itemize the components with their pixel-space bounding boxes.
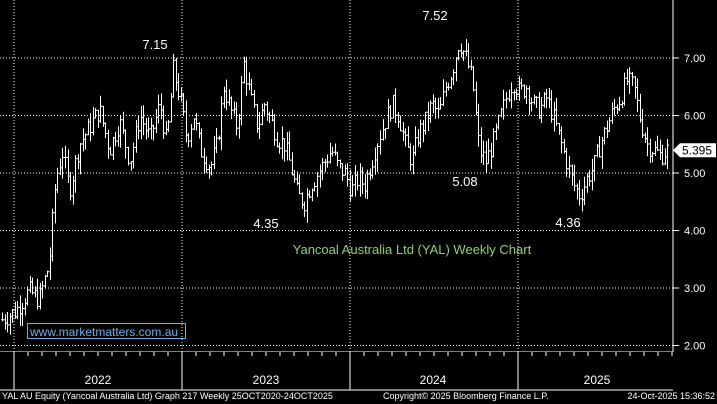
y-tick-label: 5.00: [684, 168, 705, 180]
annotation-label: 7.52: [422, 8, 447, 23]
annotation-label: 4.36: [555, 215, 580, 230]
footer: YAL AU Equity (Yancoal Australia Ltd) Gr…: [2, 391, 715, 401]
price-bars: [1, 39, 669, 335]
price-axis: 2.00 3.00 4.00 5.00 6.00 7.00 5.395: [673, 53, 716, 353]
x-tick-label: 2024: [420, 373, 447, 387]
annotation-label: 4.35: [253, 216, 278, 231]
last-price-badge: [673, 143, 716, 158]
footer-right: 24-Oct-2025 15:36:52: [627, 391, 715, 401]
footer-left: YAL AU Equity (Yancoal Australia Ltd) Gr…: [2, 391, 333, 401]
time-axis: 2022 2023 2024 2025: [0, 352, 673, 391]
chart-title: Yancoal Australia Ltd (YAL) Weekly Chart: [293, 242, 532, 257]
price-annotations: 7.15 7.52 4.35 5.08 4.36: [142, 8, 580, 231]
watermark: www.marketmatters.com.au: [27, 323, 186, 339]
annotation-label: 7.15: [142, 37, 167, 52]
annotation-label: 5.08: [452, 174, 477, 189]
y-tick-label: 4.00: [684, 226, 705, 238]
x-tick-label: 2025: [584, 373, 611, 387]
y-tick-label: 7.00: [684, 53, 705, 65]
last-price-label: 5.395: [682, 143, 712, 157]
x-tick-label: 2022: [85, 373, 112, 387]
y-tick-label: 6.00: [684, 111, 705, 123]
footer-center: Copyright© 2025 Bloomberg Finance L.P.: [383, 391, 549, 401]
y-tick-label: 3.00: [684, 283, 705, 295]
y-tick-label: 2.00: [684, 341, 705, 353]
x-tick-label: 2023: [253, 373, 280, 387]
time-axis-band: [0, 352, 673, 390]
